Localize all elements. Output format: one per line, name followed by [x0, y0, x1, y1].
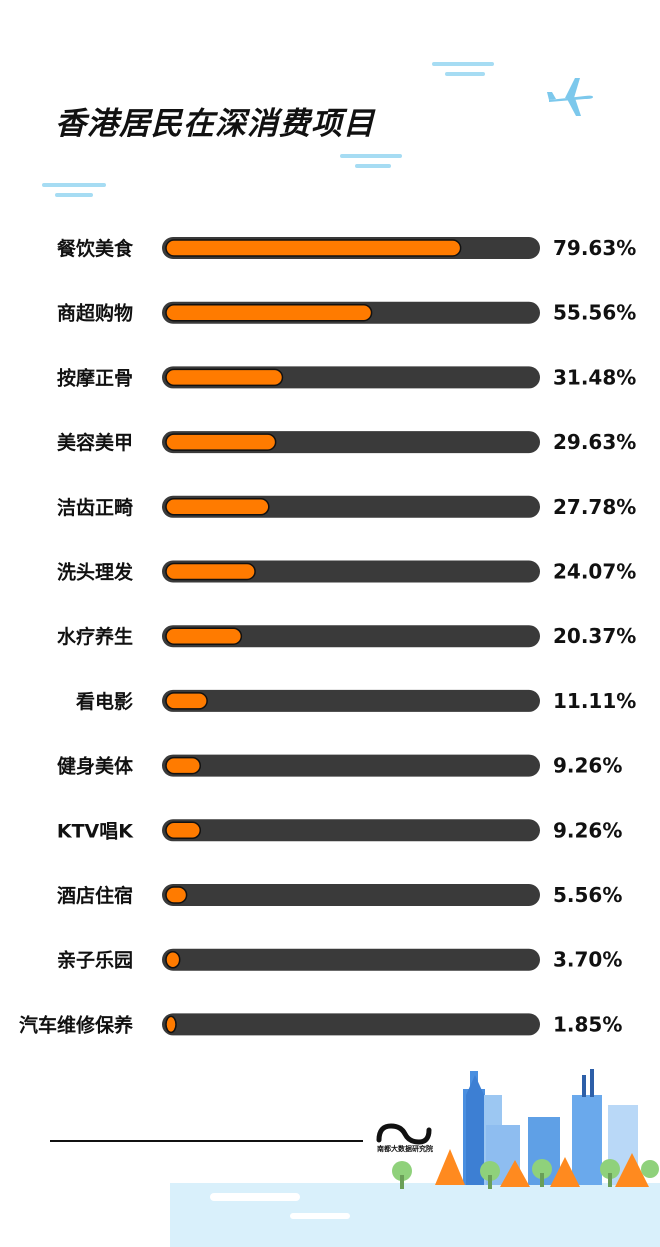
bar-track	[162, 884, 540, 906]
bar	[165, 239, 462, 257]
category-label: 商超购物	[57, 302, 133, 325]
category-label: 按摩正骨	[57, 366, 133, 389]
cloud-dash	[42, 183, 106, 187]
bar-track	[162, 560, 540, 583]
cloud-dash	[355, 164, 391, 168]
airplane-icon	[547, 78, 593, 116]
value-label: 31.48%	[553, 365, 636, 389]
bar	[165, 627, 243, 645]
bar-track	[162, 819, 540, 842]
category-label: 汽车维修保养	[19, 1013, 133, 1036]
category-label: 亲子乐园	[57, 949, 133, 972]
bar	[165, 756, 202, 775]
cloud-dash	[55, 193, 93, 197]
cloud-dash	[340, 154, 402, 158]
bar	[165, 562, 256, 581]
bar	[165, 886, 188, 904]
value-label: 9.26%	[553, 818, 622, 842]
category-label: 酒店住宿	[57, 884, 133, 907]
bar	[165, 950, 181, 969]
bar	[165, 433, 277, 451]
bar	[165, 1015, 177, 1034]
value-label: 79.63%	[553, 236, 636, 260]
value-label: 27.78%	[553, 495, 636, 519]
category-label: 洗头理发	[57, 561, 134, 584]
category-label: KTV唱K	[57, 820, 134, 842]
logo-text: 南都大数据研究院	[377, 1144, 433, 1153]
cloud-dash	[445, 72, 485, 76]
category-label: 健身美体	[57, 755, 134, 778]
bar-track	[162, 1013, 540, 1036]
chart-title: 香港居民在深消费项目	[55, 106, 375, 142]
bar-track	[162, 948, 540, 971]
value-label: 55.56%	[553, 301, 636, 325]
category-label: 看电影	[75, 690, 133, 713]
city-skyline-illustration	[170, 1069, 660, 1247]
value-label: 11.11%	[553, 689, 636, 713]
bar	[165, 368, 284, 387]
bar	[165, 303, 373, 322]
value-label: 24.07%	[553, 560, 636, 584]
category-label: 水疗养生	[57, 625, 133, 648]
cloud-dash	[432, 62, 494, 66]
bar-track	[162, 625, 540, 648]
category-label: 餐饮美食	[57, 237, 134, 260]
bar	[165, 498, 270, 516]
value-label: 1.85%	[553, 1012, 622, 1036]
publisher-logo: 南都大数据研究院	[376, 1123, 433, 1153]
value-label: 20.37%	[553, 624, 636, 648]
footer-rule	[50, 1140, 363, 1142]
value-label: 5.56%	[553, 883, 622, 907]
category-label: 洁齿正畸	[57, 496, 133, 519]
value-label: 3.70%	[553, 948, 622, 972]
bar	[165, 692, 208, 710]
bar-track	[162, 689, 540, 712]
category-label: 美容美甲	[57, 431, 133, 454]
bar-chart: 餐饮美食 79.63% 商超购物 55.56% 按摩正骨 31.48% 美容美甲 29.63%…	[19, 236, 636, 1036]
bar	[165, 821, 202, 840]
bar-track	[162, 754, 540, 777]
value-label: 29.63%	[553, 430, 636, 454]
value-label: 9.26%	[553, 754, 622, 778]
